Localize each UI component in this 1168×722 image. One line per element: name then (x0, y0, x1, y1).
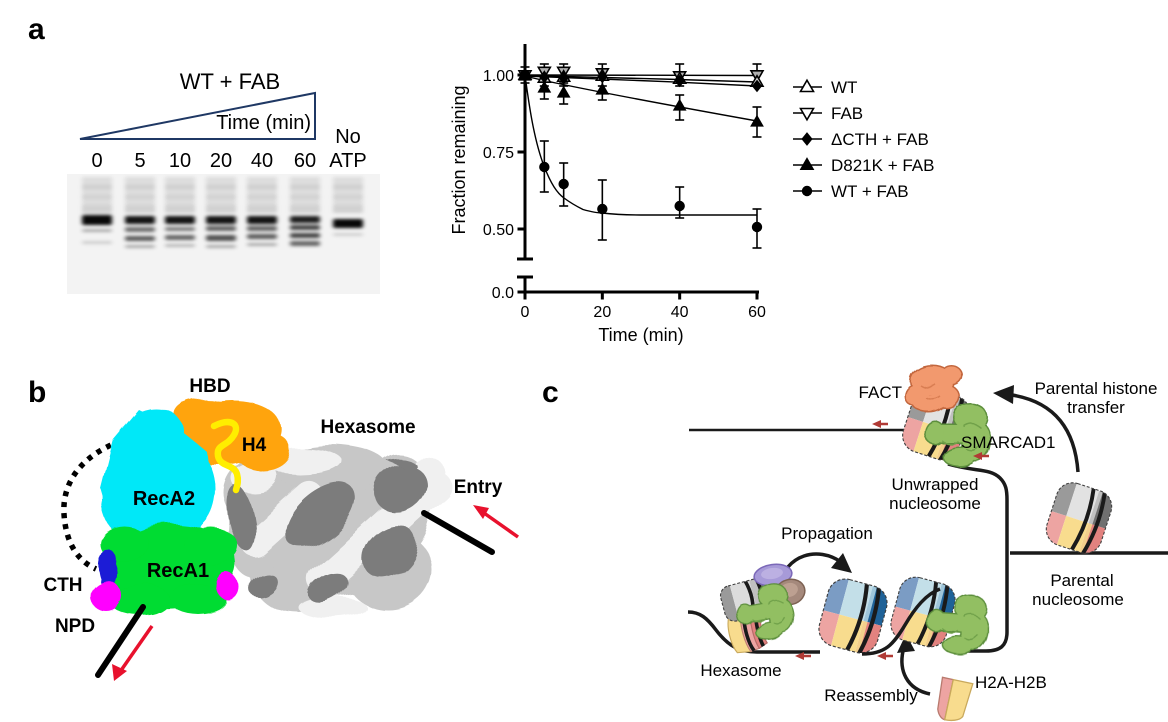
svg-text:Fraction remaining: Fraction remaining (449, 85, 469, 234)
svg-text:transfer: transfer (1067, 398, 1125, 417)
svg-text:Time (min): Time (min) (598, 325, 683, 345)
svg-text:RecA1: RecA1 (147, 560, 209, 582)
svg-text:RecA2: RecA2 (133, 488, 195, 510)
svg-text:5: 5 (134, 150, 145, 172)
svg-text:1.00: 1.00 (483, 68, 514, 85)
svg-text:60: 60 (294, 150, 316, 172)
svg-text:40: 40 (671, 304, 689, 321)
svg-text:SMARCAD1: SMARCAD1 (961, 433, 1055, 452)
svg-text:CTH: CTH (43, 575, 82, 596)
svg-text:40: 40 (251, 150, 273, 172)
svg-text:60: 60 (748, 304, 766, 321)
svg-text:Parental: Parental (1050, 571, 1113, 590)
svg-text:Parental histone: Parental histone (1035, 379, 1158, 398)
svg-text:20: 20 (593, 304, 611, 321)
svg-text:b: b (28, 376, 46, 409)
svg-text:Propagation: Propagation (781, 524, 873, 543)
svg-text:Entry: Entry (454, 477, 503, 498)
svg-text:a: a (28, 13, 45, 46)
svg-text:WT: WT (831, 78, 857, 97)
svg-text:HBD: HBD (189, 376, 230, 397)
svg-text:c: c (542, 376, 559, 409)
svg-text:Hexasome: Hexasome (320, 417, 415, 438)
svg-text:0.50: 0.50 (483, 222, 514, 239)
svg-text:Unwrapped: Unwrapped (892, 475, 979, 494)
svg-text:No: No (335, 126, 361, 148)
svg-text:FACT: FACT (859, 383, 902, 402)
svg-text:Hexasome: Hexasome (700, 661, 781, 680)
svg-text:H2A-H2B: H2A-H2B (975, 673, 1047, 692)
svg-text:ΔCTH + FAB: ΔCTH + FAB (831, 130, 929, 149)
svg-text:0.0: 0.0 (492, 285, 514, 302)
svg-text:nucleosome: nucleosome (1032, 590, 1124, 609)
svg-text:WT + FAB: WT + FAB (831, 182, 909, 201)
svg-text:20: 20 (210, 150, 232, 172)
svg-text:Reassembly: Reassembly (824, 686, 918, 705)
svg-text:10: 10 (169, 150, 191, 172)
svg-text:0: 0 (521, 304, 530, 321)
svg-text:0.75: 0.75 (483, 145, 514, 162)
svg-text:H4: H4 (242, 435, 267, 456)
svg-text:0: 0 (91, 150, 102, 172)
svg-text:FAB: FAB (831, 104, 863, 123)
svg-text:nucleosome: nucleosome (889, 494, 981, 513)
svg-text:Time (min): Time (min) (216, 112, 311, 134)
svg-text:ATP: ATP (329, 150, 366, 172)
svg-text:D821K + FAB: D821K + FAB (831, 156, 934, 175)
svg-text:WT + FAB: WT + FAB (180, 69, 280, 94)
svg-text:NPD: NPD (55, 616, 95, 637)
